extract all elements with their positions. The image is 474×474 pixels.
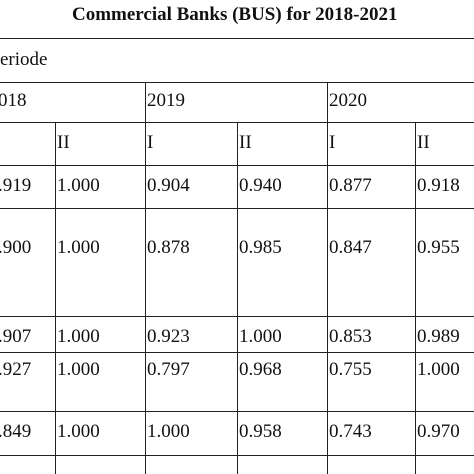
cell-value: .927 [0,359,32,380]
cell-value: 0.958 [239,421,282,442]
cell-value: 0.877 [329,175,372,196]
semester-header: II [239,132,252,153]
year-header: 2019 [147,90,185,111]
semester-header: I [147,132,154,153]
cell-value: 0.743 [329,421,372,442]
period-label: eriode [0,49,48,70]
table-title: Commercial Banks (BUS) for 2018-2021 [72,4,398,25]
cell-value: 1.000 [57,421,100,442]
year-header: 018 [0,90,27,111]
cell-value: 0.923 [147,326,190,347]
cell-value: 0.904 [147,175,190,196]
cell-value: 1.000 [417,359,460,380]
cell-value: 0.755 [329,359,372,380]
cell-value: 1.000 [57,359,100,380]
semester-header: II [417,132,430,153]
semester-header: I [329,132,336,153]
cell-value: 0.968 [239,359,282,380]
cell-value: 0.955 [417,237,460,258]
cell-value: 0.985 [239,237,282,258]
cell-value: 0.940 [239,175,282,196]
cell-value: .907 [0,326,32,347]
cell-value: .919 [0,175,32,196]
semester-header: II [57,132,70,153]
cell-value: 0.847 [329,237,372,258]
cell-value: 0.918 [417,175,460,196]
cell-value: 0.797 [147,359,190,380]
cell-value: 0.878 [147,237,190,258]
cell-value: 0.970 [417,421,460,442]
cell-value: 1.000 [57,326,100,347]
cell-value: 1.000 [57,237,100,258]
cell-value: 0.853 [329,326,372,347]
cell-value: 1.000 [147,421,190,442]
cell-value: .849 [0,421,32,442]
cell-value: 1.000 [57,175,100,196]
cell-value: .900 [0,237,32,258]
year-header: 2020 [329,90,367,111]
cell-value: 0.989 [417,326,460,347]
cell-value: 1.000 [239,326,282,347]
